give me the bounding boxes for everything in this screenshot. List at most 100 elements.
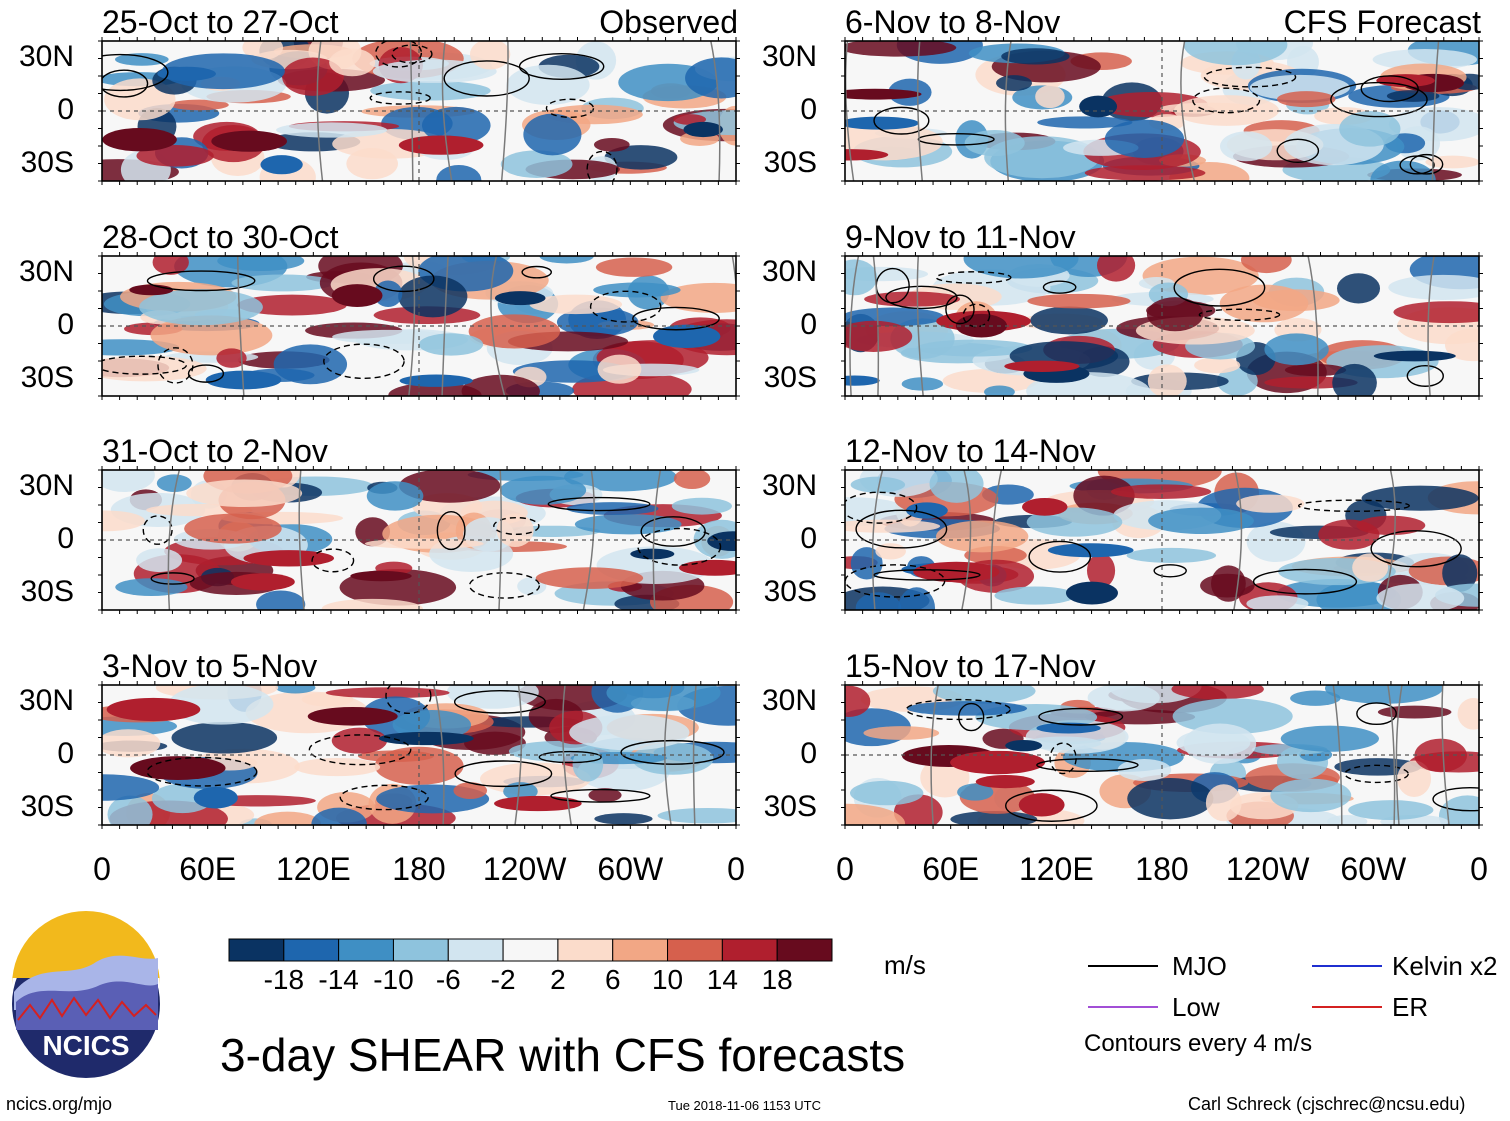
- legend-label-kelvin: Kelvin x2: [1392, 951, 1498, 981]
- shading-core: [1004, 360, 1080, 372]
- panel-period-label: 31-Oct to 2-Nov: [102, 433, 328, 469]
- mjo-contour: [640, 516, 706, 547]
- coastline: [441, 41, 453, 181]
- logo-pulse-line: [17, 996, 157, 1021]
- panel-period-label: 15-Nov to 17-Nov: [845, 648, 1096, 684]
- colorbar-tick-label: -18: [264, 964, 304, 995]
- coastline: [1395, 685, 1403, 825]
- coastline: [490, 256, 506, 396]
- shading-blob: [588, 788, 622, 803]
- mjo-contour: [493, 516, 540, 536]
- shading-core: [102, 128, 177, 152]
- colorbar-swatch: [392, 938, 449, 962]
- y-tick-label: 30N: [762, 684, 817, 717]
- shading-blob: [332, 329, 447, 344]
- shading-blob: [1336, 273, 1381, 304]
- y-tick-label: 30S: [764, 146, 817, 179]
- mjo-contour: [1399, 155, 1435, 175]
- shading-blob: [597, 354, 642, 384]
- coastline: [961, 470, 972, 610]
- mjo-contour: [142, 515, 173, 545]
- colorbar-tick-label: -10: [373, 964, 413, 995]
- shading-blob: [282, 57, 344, 96]
- shading-blob: [1397, 760, 1432, 798]
- coastline: [433, 685, 445, 825]
- colorbar-swatch: [447, 938, 504, 962]
- mjo-contour: [1409, 153, 1444, 175]
- shading-blob: [950, 811, 1038, 825]
- shading-blob: [136, 548, 183, 573]
- shading-core: [975, 775, 1035, 789]
- shading-blob: [957, 783, 994, 801]
- colorbar-tick-label: 10: [652, 964, 683, 995]
- shading-blob: [506, 64, 590, 106]
- shading-blob: [1200, 573, 1255, 598]
- panel-5: 30N 0 30S 6-Nov to 8-Nov CFS Forecast: [762, 4, 1483, 185]
- shading-blob: [845, 41, 957, 57]
- y-tick-label: 30S: [764, 575, 817, 608]
- shading-blob: [1339, 111, 1401, 147]
- shading-blob: [294, 757, 381, 777]
- coastline: [1441, 685, 1450, 825]
- coastline: [1431, 41, 1440, 181]
- shading-core: [950, 750, 1046, 775]
- y-tick-label: 30N: [19, 684, 74, 717]
- shading-core: [683, 121, 723, 138]
- panel-1: 30N 0 30S 25-Oct to 27-Oct Observed: [19, 4, 740, 185]
- ncics-logo: NCICS: [12, 911, 160, 1078]
- mjo-contour: [157, 347, 194, 384]
- legend-label-er: ER: [1392, 992, 1429, 1022]
- shading-core: [845, 375, 880, 386]
- mjo-contour: [935, 271, 1012, 284]
- mjo-contour: [339, 784, 429, 811]
- mjo-contour: [102, 355, 187, 375]
- mjo-contour: [453, 689, 546, 714]
- shading-core: [350, 570, 412, 582]
- shading-blob: [1194, 357, 1241, 374]
- mjo-contour: [620, 739, 725, 765]
- shading-blob: [849, 780, 924, 806]
- shading-blob: [364, 538, 484, 549]
- shading-blob: [1348, 800, 1434, 821]
- x-tick-label: 0: [1470, 851, 1488, 887]
- shading-core: [398, 135, 484, 155]
- shading-blob: [372, 59, 497, 83]
- mjo-contour: [637, 527, 722, 566]
- y-tick-label: 30N: [762, 255, 817, 288]
- mjo-contour: [1028, 540, 1092, 573]
- shading-blob: [331, 727, 388, 754]
- shading-blob: [329, 48, 376, 77]
- shading-blob: [102, 510, 146, 532]
- shading-blob: [453, 782, 488, 799]
- shading-blob: [152, 256, 189, 275]
- footer-url: ncics.org/mjo: [6, 1094, 113, 1114]
- shading-blob: [523, 113, 582, 156]
- shading-blob: [606, 685, 721, 711]
- shading-blob: [1126, 547, 1217, 563]
- mjo-contour: [454, 760, 553, 788]
- panel-3: 30N 0 30S 31-Oct to 2-Nov: [19, 433, 740, 614]
- shading-blob: [1183, 723, 1257, 764]
- shading-blob: [1372, 49, 1478, 71]
- mjo-contour: [323, 343, 405, 380]
- shading-blob: [1280, 725, 1379, 752]
- shading-blob: [436, 164, 482, 181]
- coastline: [409, 41, 414, 181]
- coastline: [441, 256, 449, 396]
- shading-core: [845, 116, 919, 130]
- y-tick-label: 30S: [21, 575, 74, 608]
- mjo-contour: [1360, 75, 1419, 103]
- mjo-contour: [1192, 87, 1261, 114]
- shading-core: [193, 786, 238, 809]
- coastline: [1332, 685, 1343, 825]
- shading-blob: [102, 470, 155, 492]
- shading-blob: [500, 475, 587, 505]
- mjo-contour: [538, 750, 602, 764]
- shading-blob: [936, 520, 1029, 553]
- x-tick-label: 0: [727, 851, 745, 887]
- coastline: [664, 685, 673, 825]
- mjo-contour: [1005, 789, 1098, 822]
- shading-blob: [184, 513, 282, 544]
- coastline: [845, 41, 855, 181]
- x-tick-label: 180: [392, 851, 445, 887]
